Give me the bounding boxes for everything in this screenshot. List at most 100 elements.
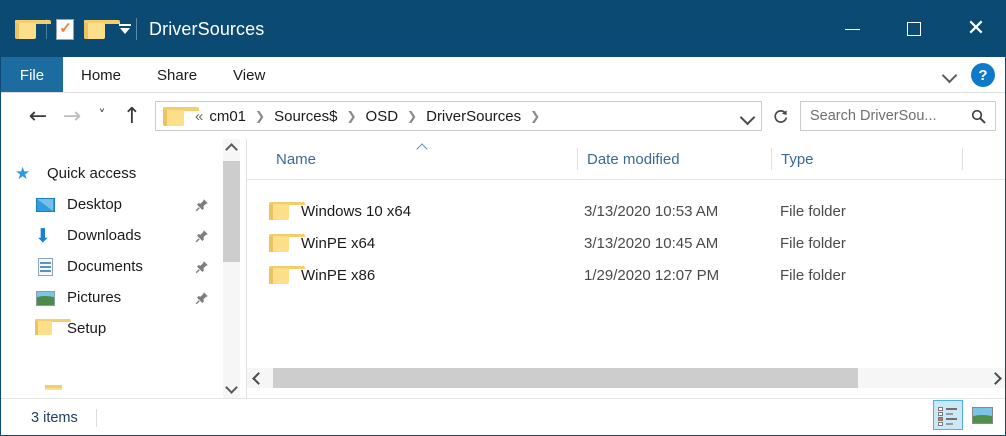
- maximize-button[interactable]: [883, 1, 945, 57]
- documents-icon: [35, 257, 57, 277]
- table-row[interactable]: WinPE x86 1/29/2020 12:07 PM File folder: [247, 259, 1005, 291]
- folder-icon: [269, 202, 305, 220]
- qat-divider: [46, 19, 47, 39]
- forward-arrow-icon: →: [62, 103, 82, 129]
- scroll-down-button[interactable]: [223, 380, 240, 398]
- pane-divider[interactable]: [246, 139, 247, 398]
- sidebar-item-partial[interactable]: [45, 385, 62, 390]
- file-date-modified: 3/13/2020 10:45 AM: [584, 234, 719, 252]
- breadcrumb-separator-icon[interactable]: ❯: [255, 109, 266, 123]
- breadcrumb-overflow[interactable]: «: [195, 107, 204, 125]
- ribbon-underline: [1, 92, 1005, 93]
- help-button[interactable]: ?: [971, 63, 995, 87]
- minimize-button[interactable]: [821, 1, 883, 57]
- breadcrumb-separator-icon[interactable]: ❯: [346, 109, 357, 123]
- refresh-icon: [773, 109, 787, 123]
- tab-share-label: Share: [157, 66, 198, 84]
- column-header-type[interactable]: Type: [772, 139, 962, 179]
- address-bar[interactable]: « cm01 ❯ Sources$ ❯ OSD ❯ DriverSources …: [155, 101, 762, 131]
- tab-file[interactable]: File: [1, 57, 63, 93]
- sidebar-item-label: Documents: [67, 258, 143, 275]
- pin-icon[interactable]: [195, 291, 209, 305]
- scroll-left-button[interactable]: [247, 368, 267, 388]
- new-folder-icon[interactable]: [84, 19, 120, 39]
- up-button[interactable]: ↑: [115, 99, 149, 133]
- downloads-icon: ⬇: [35, 224, 51, 247]
- search-input[interactable]: Search DriverSou...: [800, 101, 996, 131]
- column-header-name[interactable]: Name: [267, 139, 577, 179]
- title-bar: ✓ DriverSources ✕: [1, 1, 1005, 57]
- chevron-up-icon: [225, 143, 238, 156]
- breadcrumb-item-osd[interactable]: OSD: [365, 107, 399, 125]
- file-name: WinPE x86: [301, 266, 376, 284]
- breadcrumb: « cm01 ❯ Sources$ ❯ OSD ❯ DriverSources …: [193, 108, 735, 125]
- breadcrumb-separator-icon[interactable]: ❯: [407, 109, 418, 123]
- scrollbar-thumb[interactable]: [273, 368, 858, 388]
- sidebar-item-downloads[interactable]: ⬇ Downloads: [1, 220, 217, 251]
- folder-icon: [163, 106, 199, 126]
- close-button[interactable]: ✕: [945, 1, 1005, 57]
- forward-button[interactable]: →: [55, 99, 89, 133]
- details-view-icon: [938, 406, 958, 426]
- sidebar-item-pictures[interactable]: Pictures: [1, 282, 217, 313]
- sidebar-item-documents[interactable]: Documents: [1, 251, 217, 282]
- navigation-scrollbar[interactable]: [223, 139, 240, 398]
- sidebar-item-label: Setup: [67, 320, 107, 337]
- scroll-right-button[interactable]: [987, 368, 1005, 388]
- scroll-up-button[interactable]: [223, 139, 240, 157]
- recent-locations-button[interactable]: ˅: [89, 99, 115, 133]
- file-date-modified: 3/13/2020 10:53 AM: [584, 202, 719, 220]
- help-label: ?: [978, 66, 988, 84]
- quick-access-toolbar: ✓ DriverSources: [1, 1, 264, 57]
- breadcrumb-item-cm01[interactable]: cm01: [209, 107, 247, 125]
- tab-view[interactable]: View: [215, 57, 283, 93]
- table-row[interactable]: WinPE x64 3/13/2020 10:45 AM File folder: [247, 227, 1005, 259]
- file-list: Name Date modified Type Windows 10 x64: [247, 139, 1005, 398]
- chevron-down-icon[interactable]: [941, 66, 959, 84]
- maximize-icon: [907, 22, 921, 36]
- breadcrumb-item-sources[interactable]: Sources$: [274, 107, 338, 125]
- details-view-button[interactable]: [933, 400, 963, 430]
- view-mode-buttons: [933, 400, 997, 430]
- pin-icon[interactable]: [195, 229, 209, 243]
- column-divider[interactable]: [771, 148, 772, 170]
- tab-share[interactable]: Share: [139, 57, 215, 93]
- column-header-name-label: Name: [276, 150, 317, 168]
- column-divider[interactable]: [577, 148, 578, 170]
- back-button[interactable]: ←: [21, 99, 55, 133]
- chevron-right-icon: [989, 371, 1002, 385]
- search-icon: [971, 109, 986, 124]
- desktop-icon: [35, 195, 57, 215]
- file-type: File folder: [780, 202, 846, 220]
- pin-icon[interactable]: [195, 198, 209, 212]
- pictures-icon: [35, 288, 57, 308]
- breadcrumb-item-driversources[interactable]: DriverSources: [426, 107, 522, 125]
- properties-document-icon[interactable]: ✓: [56, 18, 74, 40]
- sidebar-item-label: Pictures: [67, 289, 122, 306]
- column-divider[interactable]: [962, 148, 963, 170]
- tab-home[interactable]: Home: [63, 57, 139, 93]
- thumbnail-view-button[interactable]: [967, 400, 997, 430]
- address-dropdown-icon[interactable]: [735, 102, 761, 130]
- file-name: Windows 10 x64: [301, 202, 412, 220]
- window-title: DriverSources: [149, 18, 265, 39]
- sidebar-item-setup[interactable]: Setup: [1, 313, 217, 344]
- folder-icon[interactable]: [15, 19, 51, 39]
- title-divider: [136, 18, 137, 40]
- scrollbar-thumb[interactable]: [223, 161, 240, 262]
- customize-dropdown-icon[interactable]: [118, 22, 132, 36]
- up-arrow-icon: ↑: [122, 103, 142, 129]
- search-placeholder: Search DriverSou...: [810, 108, 937, 124]
- status-divider: [95, 408, 97, 427]
- window-controls: ✕: [821, 1, 1005, 57]
- sidebar-item-desktop[interactable]: Desktop: [1, 189, 217, 220]
- horizontal-scrollbar[interactable]: [247, 368, 1005, 388]
- refresh-button[interactable]: [766, 101, 794, 131]
- sidebar-item-quick-access[interactable]: ★ Quick access: [1, 158, 217, 189]
- pin-icon[interactable]: [195, 260, 209, 274]
- thumbnail-view-icon: [971, 406, 993, 424]
- column-header-date-modified[interactable]: Date modified: [578, 139, 771, 179]
- table-row[interactable]: Windows 10 x64 3/13/2020 10:53 AM File f…: [247, 195, 1005, 227]
- breadcrumb-separator-icon[interactable]: ❯: [530, 109, 541, 123]
